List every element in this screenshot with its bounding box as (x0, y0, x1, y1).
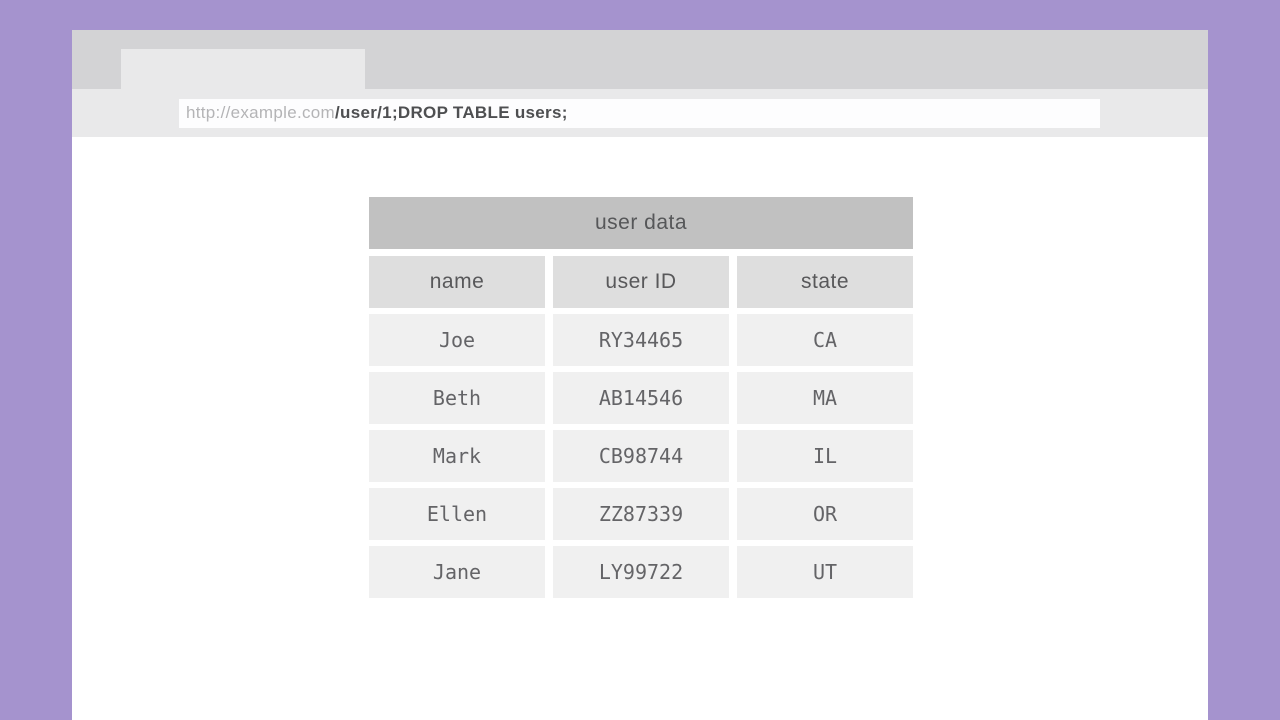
browser-viewport: user data name user ID state Joe RY34465… (72, 137, 1208, 720)
table-cell-user-id: ZZ87339 (553, 488, 729, 540)
column-header-state: state (737, 256, 913, 308)
user-data-table: user data name user ID state Joe RY34465… (369, 197, 913, 598)
table-cell-name: Joe (369, 314, 545, 366)
url-injected-path-text: /user/1;DROP TABLE users; (335, 103, 568, 122)
table-cell-state: CA (737, 314, 913, 366)
table-cell-user-id: RY34465 (553, 314, 729, 366)
table-cell-name: Jane (369, 546, 545, 598)
browser-window: http://example.com/user/1;DROP TABLE use… (72, 30, 1208, 720)
table-cell-name: Mark (369, 430, 545, 482)
table-cell-user-id: AB14546 (553, 372, 729, 424)
table-cell-user-id: LY99722 (553, 546, 729, 598)
table-cell-name: Beth (369, 372, 545, 424)
table-cell-user-id: CB98744 (553, 430, 729, 482)
table-cell-state: UT (737, 546, 913, 598)
column-header-user-id: user ID (553, 256, 729, 308)
table-title: user data (369, 197, 913, 249)
browser-tab-strip (72, 30, 1208, 89)
url-base-text: http://example.com (186, 103, 336, 122)
table-cell-name: Ellen (369, 488, 545, 540)
table-cell-state: MA (737, 372, 913, 424)
table-grid: name user ID state Joe RY34465 CA Beth A… (369, 256, 913, 598)
column-header-name: name (369, 256, 545, 308)
browser-address-bar: http://example.com/user/1;DROP TABLE use… (72, 89, 1208, 137)
table-cell-state: IL (737, 430, 913, 482)
table-cell-state: OR (737, 488, 913, 540)
browser-tab[interactable] (121, 49, 365, 89)
url-input[interactable]: http://example.com/user/1;DROP TABLE use… (179, 98, 1100, 128)
